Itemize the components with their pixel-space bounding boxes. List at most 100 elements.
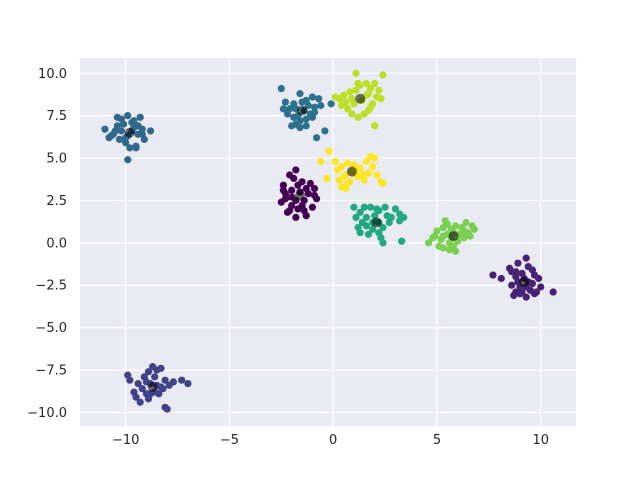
data-point bbox=[159, 385, 167, 393]
data-point bbox=[379, 239, 387, 247]
data-point bbox=[514, 259, 522, 267]
data-point bbox=[302, 184, 310, 193]
data-point bbox=[354, 79, 362, 88]
data-point bbox=[339, 91, 348, 99]
data-point bbox=[445, 246, 454, 254]
y-tick-label: −10.0 bbox=[27, 406, 67, 421]
data-point bbox=[350, 203, 358, 211]
data-point bbox=[136, 398, 144, 406]
data-point bbox=[317, 101, 325, 110]
data-point bbox=[366, 203, 375, 211]
data-point bbox=[362, 79, 370, 88]
data-point bbox=[358, 171, 366, 179]
data-point bbox=[364, 90, 373, 98]
data-point bbox=[452, 247, 460, 255]
data-point bbox=[489, 271, 497, 279]
y-axis-tick-labels: −10.0 −7.5 −5.0 −2.5 0.0 2.5 5.0 7.5 10.0 bbox=[27, 67, 67, 421]
data-point bbox=[366, 103, 375, 111]
data-point bbox=[433, 227, 441, 235]
x-tick-label: 10 bbox=[532, 433, 549, 448]
data-point bbox=[130, 388, 138, 396]
data-point bbox=[497, 274, 505, 283]
data-point bbox=[281, 195, 290, 203]
data-point bbox=[304, 101, 312, 110]
data-point bbox=[296, 123, 304, 132]
data-point bbox=[279, 186, 287, 194]
data-point bbox=[296, 117, 304, 125]
data-point bbox=[306, 179, 314, 188]
data-point bbox=[300, 207, 308, 215]
data-point bbox=[310, 103, 319, 111]
data-point bbox=[323, 174, 331, 183]
data-point bbox=[294, 181, 302, 189]
data-point bbox=[391, 205, 400, 213]
data-point bbox=[425, 239, 433, 247]
data-point bbox=[348, 110, 356, 118]
x-tick-label: 5 bbox=[433, 433, 441, 448]
data-point bbox=[279, 181, 287, 189]
data-point bbox=[387, 213, 395, 222]
data-point bbox=[298, 98, 306, 106]
data-point bbox=[290, 174, 298, 183]
data-point bbox=[362, 222, 370, 230]
cluster-center-point bbox=[346, 166, 357, 177]
data-point bbox=[142, 378, 151, 386]
data-point bbox=[360, 203, 368, 211]
data-point bbox=[371, 122, 379, 130]
data-point bbox=[344, 179, 352, 188]
cluster-centers bbox=[124, 93, 530, 392]
data-point bbox=[360, 110, 368, 118]
data-point bbox=[142, 390, 151, 398]
y-tick-label: 7.5 bbox=[46, 109, 67, 124]
cluster-center-point bbox=[124, 127, 135, 138]
data-point bbox=[288, 122, 296, 130]
x-tick-label: −5 bbox=[220, 433, 239, 448]
data-point bbox=[452, 222, 460, 230]
data-point bbox=[362, 213, 370, 222]
data-point bbox=[350, 100, 358, 108]
data-point bbox=[364, 169, 373, 177]
data-point bbox=[522, 254, 530, 262]
data-point bbox=[138, 385, 146, 393]
data-point bbox=[310, 108, 319, 116]
data-point bbox=[178, 376, 186, 384]
data-point bbox=[161, 376, 169, 384]
y-tick-label: 0.0 bbox=[46, 236, 67, 251]
data-point bbox=[375, 86, 383, 94]
data-point bbox=[157, 364, 165, 372]
data-point bbox=[101, 125, 109, 133]
data-point bbox=[124, 156, 132, 164]
y-tick-label: −2.5 bbox=[35, 279, 67, 294]
data-point bbox=[292, 166, 300, 174]
data-point bbox=[462, 218, 470, 227]
y-tick-label: 2.5 bbox=[46, 194, 67, 209]
data-point bbox=[310, 184, 319, 193]
data-point bbox=[138, 125, 146, 133]
data-point bbox=[466, 232, 474, 240]
data-point bbox=[354, 223, 362, 232]
data-point bbox=[522, 293, 530, 301]
cluster-center-point bbox=[448, 231, 459, 242]
data-point bbox=[344, 105, 352, 113]
data-point bbox=[277, 84, 285, 93]
y-tick-label: −7.5 bbox=[35, 364, 67, 379]
data-point bbox=[134, 130, 142, 138]
data-point bbox=[312, 134, 321, 142]
data-point bbox=[512, 268, 520, 276]
data-point bbox=[528, 279, 537, 288]
data-point bbox=[460, 227, 468, 235]
data-point bbox=[308, 93, 317, 101]
data-point bbox=[317, 157, 325, 166]
data-point bbox=[315, 95, 323, 103]
cluster-center-point bbox=[147, 381, 158, 392]
cluster-center-point bbox=[371, 217, 382, 228]
data-point bbox=[184, 380, 192, 388]
data-point bbox=[352, 69, 360, 77]
data-point bbox=[333, 166, 341, 174]
data-point bbox=[331, 157, 339, 166]
data-point bbox=[325, 147, 333, 155]
data-point bbox=[124, 112, 132, 120]
data-point bbox=[549, 288, 557, 296]
cluster-center-point bbox=[355, 93, 366, 104]
data-point bbox=[115, 135, 124, 144]
